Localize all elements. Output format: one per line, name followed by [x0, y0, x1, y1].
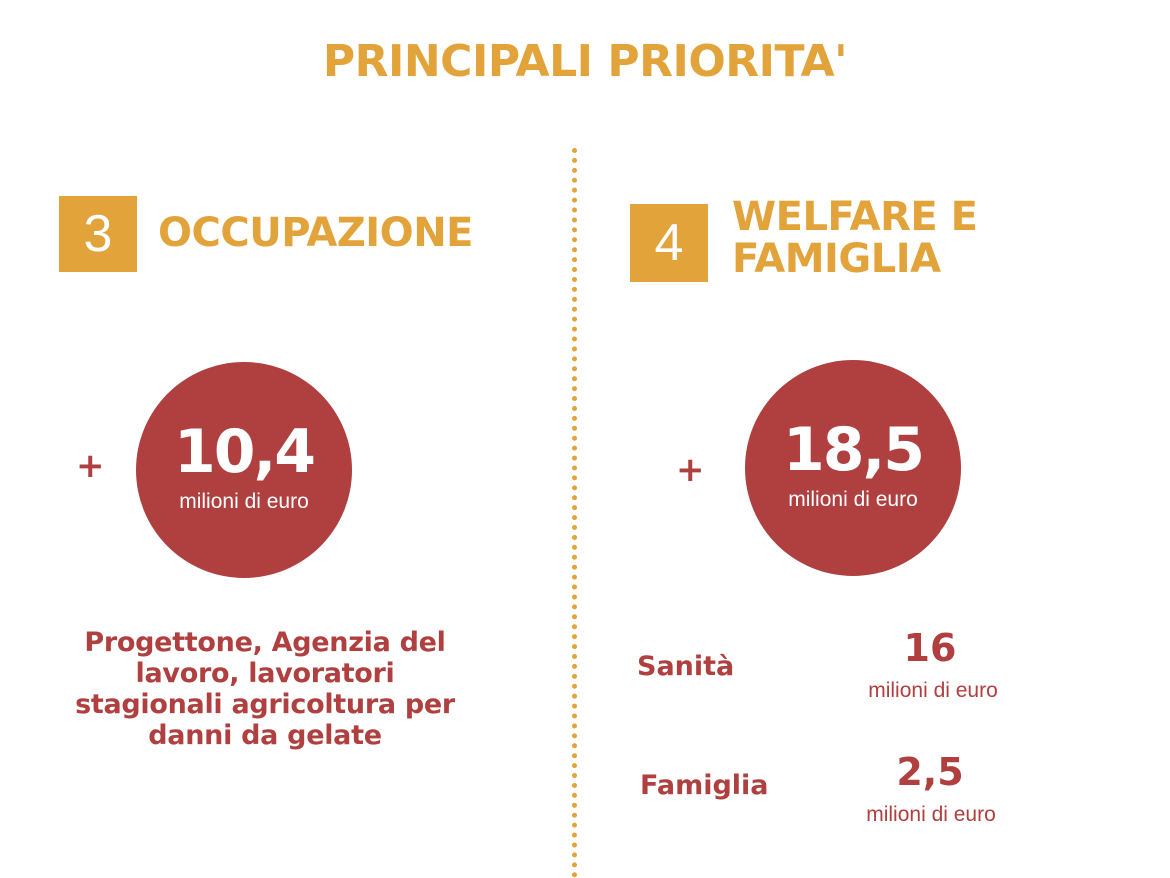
section-title-line: WELFARE E: [732, 194, 978, 240]
plus-sign: +: [676, 450, 705, 490]
amount-unit: milioni di euro: [179, 490, 309, 513]
amount-value: 18,5: [782, 415, 925, 485]
dotted-divider: [572, 148, 577, 878]
amount-unit: milioni di euro: [788, 488, 918, 511]
section-number-badge: 4: [630, 204, 708, 282]
item-unit-sanita: milioni di euro: [868, 679, 998, 702]
section-number-badge: 3: [59, 196, 137, 272]
item-value-famiglia: 2,5: [896, 750, 964, 794]
item-unit-famiglia: milioni di euro: [866, 803, 996, 826]
section-description: Progettone, Agenzia del lavoro, lavorato…: [75, 627, 455, 751]
amount-value: 10,4: [173, 417, 316, 487]
item-value-sanita: 16: [903, 626, 957, 670]
section-title-welfare-famiglia: WELFARE E FAMIGLIA: [732, 196, 978, 280]
amount-circle: 10,4 milioni di euro: [136, 362, 352, 578]
section-title-line: OCCUPAZIONE: [158, 210, 474, 256]
page-title: PRINCIPALI PRIORITA': [322, 36, 848, 87]
item-label-sanita: Sanità: [637, 651, 735, 682]
amount-circle: 18,5 milioni di euro: [745, 360, 961, 576]
section-title-line: FAMIGLIA: [732, 236, 941, 282]
section-title-occupazione: OCCUPAZIONE: [158, 210, 474, 256]
plus-sign: +: [76, 446, 105, 486]
item-label-famiglia: Famiglia: [640, 770, 769, 801]
